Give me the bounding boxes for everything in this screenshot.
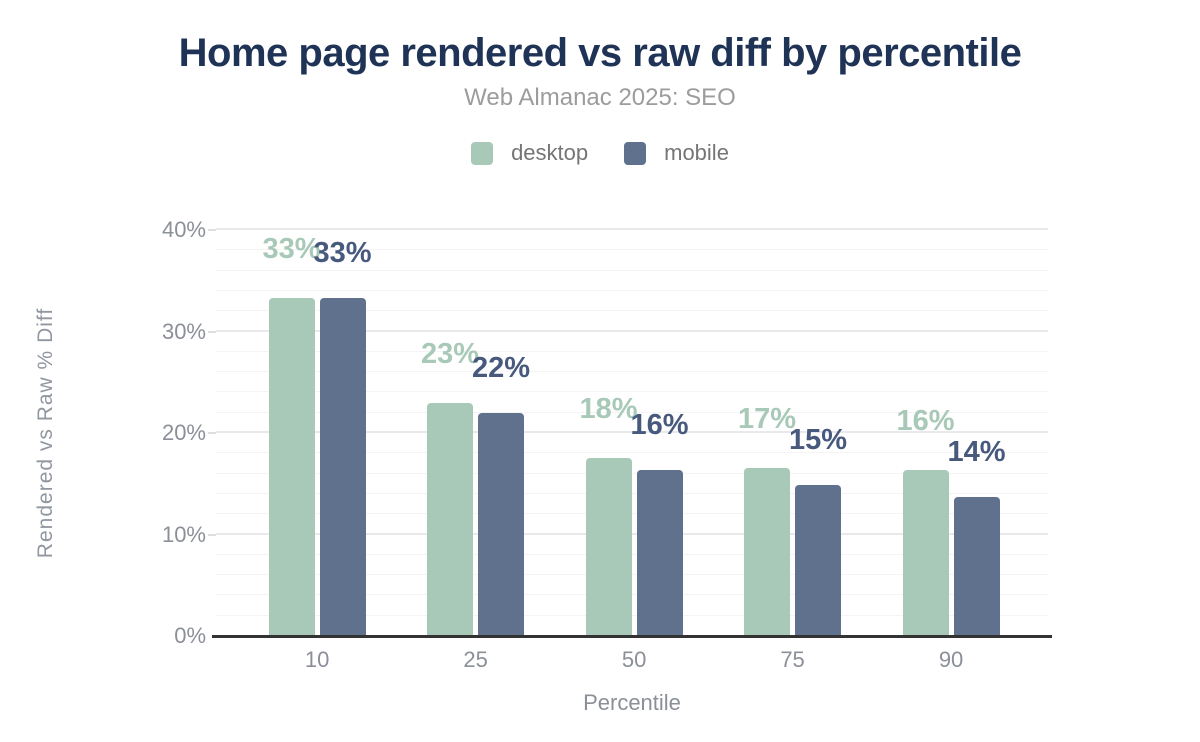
gridline-minor bbox=[216, 452, 1048, 454]
gridline-minor bbox=[216, 391, 1048, 393]
gridline-minor bbox=[216, 594, 1048, 596]
legend-item-desktop: desktop bbox=[471, 140, 589, 165]
gridline-minor bbox=[216, 492, 1048, 494]
plot-area: 33% 33% 23% 22% 18% 16% 17% 15% 16% 14% bbox=[208, 228, 1052, 638]
y-tick-mark bbox=[208, 533, 216, 536]
bar-label-mobile-p25: 22% bbox=[472, 351, 531, 384]
gridline-minor bbox=[216, 310, 1048, 312]
gridline-major bbox=[216, 532, 1048, 535]
gridline-major bbox=[216, 431, 1048, 433]
chart-title: Home page rendered vs raw diff by percen… bbox=[178, 31, 1022, 75]
bar-label-mobile-p10: 33% bbox=[313, 237, 372, 270]
bar-label-desktop-p75: 17% bbox=[738, 402, 797, 435]
bar-mobile-p90 bbox=[953, 496, 1000, 636]
bar-label-desktop-p90: 16% bbox=[896, 404, 955, 437]
y-tick-mark bbox=[208, 330, 216, 333]
legend-item-mobile: mobile bbox=[624, 140, 729, 165]
legend-label: mobile bbox=[664, 140, 729, 165]
gridline-minor bbox=[216, 513, 1048, 515]
x-axis-ticks: 10 25 50 75 90 bbox=[216, 647, 1048, 673]
bar-desktop-p10 bbox=[268, 298, 315, 636]
y-tick-label: 20% bbox=[161, 420, 206, 445]
x-axis-line bbox=[212, 635, 1052, 638]
y-tick-label: 10% bbox=[161, 521, 206, 547]
y-tick-label: 40% bbox=[161, 217, 206, 242]
bar-label-desktop-p50: 18% bbox=[579, 393, 638, 426]
y-axis-ticks: 0% 10% 20% 30% 40% bbox=[0, 217, 206, 648]
gridline-minor bbox=[216, 289, 1048, 291]
legend-label: desktop bbox=[511, 140, 589, 165]
gridline-minor bbox=[216, 411, 1048, 413]
chart-subtitle: Web Almanac 2025: SEO bbox=[464, 84, 736, 111]
x-axis-title: Percentile bbox=[583, 690, 681, 715]
y-tick-label: 0% bbox=[174, 623, 206, 648]
gridline-minor bbox=[216, 574, 1048, 576]
bar-desktop-p50 bbox=[585, 458, 632, 636]
y-tick-mark bbox=[208, 229, 216, 231]
bar-mobile-p50 bbox=[636, 469, 683, 636]
bar-label-desktop-p25: 23% bbox=[421, 337, 480, 370]
x-tick-label-10: 10 bbox=[304, 647, 330, 672]
legend-swatch-desktop bbox=[471, 141, 494, 165]
bar-mobile-p25 bbox=[478, 412, 525, 636]
gridline-major bbox=[216, 228, 1048, 230]
gridline-major bbox=[216, 329, 1048, 332]
gridline-minor bbox=[216, 553, 1048, 555]
gridline-minor bbox=[216, 269, 1048, 271]
bar-desktop-p25 bbox=[427, 402, 474, 636]
legend-swatch-mobile bbox=[624, 141, 647, 165]
bar-desktop-p75 bbox=[744, 467, 791, 636]
gridline-minor bbox=[216, 614, 1048, 616]
bar-mobile-p75 bbox=[795, 484, 842, 636]
gridline-minor bbox=[216, 472, 1048, 474]
bar-desktop-p90 bbox=[902, 469, 949, 636]
bar-mobile-p10 bbox=[319, 298, 366, 636]
x-tick-label-75: 75 bbox=[780, 647, 805, 672]
gridline-minor bbox=[216, 371, 1048, 373]
x-tick-label-25: 25 bbox=[463, 647, 488, 672]
bar-label-mobile-p90: 14% bbox=[947, 435, 1006, 468]
y-tick-mark bbox=[208, 432, 216, 434]
legend: desktop mobile bbox=[0, 140, 1200, 166]
gridline-minor bbox=[216, 249, 1048, 251]
y-tick-label: 30% bbox=[161, 318, 206, 344]
x-tick-label-90: 90 bbox=[938, 647, 964, 672]
gridline-minor bbox=[216, 350, 1048, 352]
bar-label-mobile-p75: 15% bbox=[789, 423, 848, 456]
x-tick-label-50: 50 bbox=[621, 647, 647, 672]
bar-label-desktop-p10: 33% bbox=[262, 233, 321, 266]
bar-label-mobile-p50: 16% bbox=[630, 408, 689, 441]
